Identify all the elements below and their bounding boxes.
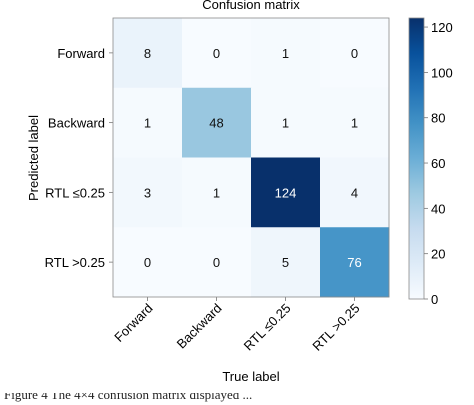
- heatmap-cell: [251, 18, 321, 89]
- heatmap-cell: [182, 157, 252, 228]
- colorbar-tick-label: 100: [431, 65, 453, 80]
- y-tick-label: Backward: [48, 116, 105, 131]
- colorbar-tick-label: 120: [431, 20, 453, 35]
- heatmap-cell: [182, 18, 252, 89]
- heatmap-cell: [320, 87, 390, 158]
- heatmap-cell: [113, 227, 183, 298]
- colorbar-tick-label: 20: [431, 247, 445, 262]
- heatmap-cell: [113, 157, 183, 228]
- x-tick-label: Forward: [111, 301, 155, 345]
- cell-value-label: 1: [144, 116, 151, 131]
- x-tick-label: RTL >0.25: [309, 301, 362, 354]
- heatmap-cell: [182, 87, 252, 158]
- colorbar-tick-label: 80: [431, 111, 445, 126]
- x-axis-tick-labels: Forward Backward RTL ≤0.25 RTL >0.25: [111, 297, 363, 354]
- cell-value-label: 0: [144, 255, 151, 270]
- plot-frame: [112, 17, 390, 298]
- cell-value-label: 1: [282, 46, 289, 61]
- colorbar-tick-label: 40: [431, 201, 445, 216]
- figure-caption: Figure 4 The 4×4 confusion matrix displa…: [0, 393, 474, 405]
- cell-value-label: 48: [209, 116, 223, 131]
- colorbar-tick-label: 60: [431, 156, 445, 171]
- x-axis-label: True label: [222, 369, 279, 384]
- y-axis-label: Predicted label: [26, 115, 41, 201]
- x-tick-label: Backward: [174, 301, 225, 352]
- colorbar-tick-label: 0: [431, 292, 438, 307]
- cell-value-label: 0: [213, 46, 220, 61]
- y-tick-label: RTL >0.25: [45, 255, 105, 270]
- cell-value-label: 0: [351, 46, 358, 61]
- cell-value-label: 124: [275, 185, 297, 200]
- heatmap-cell: [251, 87, 321, 158]
- cell-value-label: 3: [144, 185, 151, 200]
- heatmap-cell: [113, 87, 183, 158]
- y-tick-label: RTL ≤0.25: [45, 185, 105, 200]
- heatmap-cell: [182, 227, 252, 298]
- heatmap-cell: [113, 18, 183, 89]
- cell-value-label: 8: [144, 46, 151, 61]
- heatmap-cells: [113, 18, 390, 298]
- chart-title: Confusion matrix: [202, 0, 300, 12]
- y-tick-label: Forward: [57, 46, 105, 61]
- cell-value-label: 5: [282, 255, 289, 270]
- cell-value-label: 76: [347, 255, 361, 270]
- y-axis-tick-labels: Forward Backward RTL ≤0.25 RTL >0.25: [45, 46, 113, 270]
- cell-value-label: 1: [213, 185, 220, 200]
- cell-value-label: 1: [282, 116, 289, 131]
- colorbar: [408, 17, 425, 300]
- heatmap-cell-labels: 8 0 1 0 1 48 1 1 3 1 124 4 0 0 5 76: [144, 46, 362, 270]
- figure-caption-text: Figure 4 The 4×4 confusion matrix displa…: [4, 393, 253, 402]
- heatmap-cell: [320, 157, 390, 228]
- cell-value-label: 0: [213, 255, 220, 270]
- heatmap-cell: [320, 227, 390, 298]
- heatmap-cell: [251, 157, 321, 228]
- cell-value-label: 1: [351, 116, 358, 131]
- heatmap-cell: [251, 227, 321, 298]
- x-tick-label: RTL ≤0.25: [241, 301, 294, 354]
- heatmap-cell: [320, 18, 390, 89]
- colorbar-ticks: 0 20 40 60 80 100 120: [424, 20, 453, 307]
- cell-value-label: 4: [351, 185, 358, 200]
